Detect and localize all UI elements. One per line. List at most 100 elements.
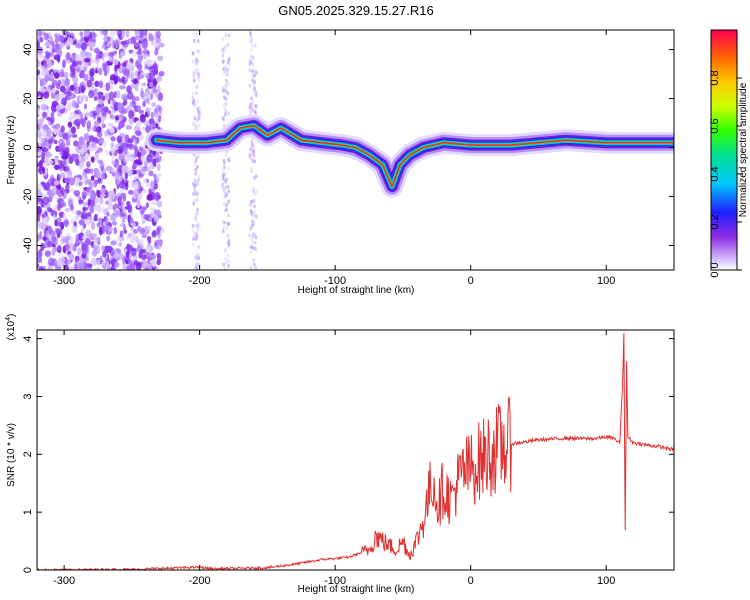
bottom-y-axis-title: SNR (10 * v/v) (6, 423, 17, 487)
noise-speckle (89, 168, 94, 174)
noise-speckle (249, 226, 253, 231)
noise-speckle (134, 96, 140, 102)
noise-speckle (151, 230, 157, 238)
noise-speckle (57, 79, 62, 87)
noise-speckle (192, 229, 195, 234)
noise-speckle (83, 94, 88, 103)
noise-speckle (149, 81, 154, 88)
noise-speckle (251, 234, 255, 239)
noise-speckle (64, 96, 72, 101)
noise-speckle (51, 234, 57, 244)
noise-speckle (56, 54, 61, 63)
noise-speckle (123, 146, 129, 153)
noise-speckle (248, 233, 252, 238)
noise-speckle (45, 151, 52, 158)
noise-speckle (151, 254, 156, 260)
noise-speckle (194, 218, 198, 223)
noise-speckle (135, 83, 139, 92)
noise-speckle (125, 124, 132, 130)
noise-speckle (251, 231, 255, 236)
noise-speckle (141, 259, 147, 269)
noise-speckle (254, 43, 257, 48)
noise-speckle (122, 204, 127, 213)
noise-speckle (42, 129, 48, 138)
noise-speckle (157, 55, 164, 61)
noise-speckle (253, 214, 257, 219)
noise-speckle (120, 192, 127, 199)
noise-speckle (147, 78, 152, 83)
noise-speckle (224, 185, 228, 190)
noise-speckle (145, 244, 151, 253)
noise-speckle (45, 229, 49, 239)
noise-speckle (102, 85, 107, 91)
noise-speckle (142, 30, 148, 36)
noise-speckle (130, 222, 136, 227)
noise-speckle (94, 237, 100, 243)
noise-speckle (253, 80, 257, 85)
noise-speckle (53, 180, 60, 186)
noise-speckle (79, 31, 84, 37)
noise-speckle (97, 159, 104, 164)
noise-speckle (68, 177, 75, 186)
noise-speckle (117, 30, 123, 38)
noise-speckle (153, 176, 160, 185)
noise-speckle (71, 54, 77, 61)
noise-speckle (74, 259, 78, 268)
noise-speckle (154, 48, 159, 56)
noise-speckle (40, 93, 44, 99)
noise-speckle (62, 238, 66, 244)
noise-speckle (104, 70, 108, 77)
noise-speckle (38, 266, 45, 270)
noise-speckle (250, 96, 253, 101)
noise-speckle (102, 250, 107, 258)
top-y-tick-label: 40 (22, 43, 34, 55)
noise-speckle (194, 167, 198, 172)
noise-speckle (92, 110, 97, 117)
noise-speckle (100, 164, 104, 172)
noise-speckle (250, 157, 254, 162)
noise-speckle (125, 265, 132, 270)
colorbar-tick-label: 0.0 (709, 262, 721, 277)
noise-speckle (192, 242, 195, 247)
noise-speckle (59, 151, 65, 156)
noise-speckle (131, 49, 137, 57)
noise-speckle (57, 190, 65, 198)
noise-speckle (37, 200, 41, 205)
noise-speckle (100, 193, 106, 198)
noise-speckle (253, 159, 257, 164)
noise-speckle (251, 63, 255, 68)
noise-speckle (129, 101, 134, 107)
noise-speckle (155, 123, 159, 128)
noise-speckle (125, 30, 130, 38)
noise-speckle (61, 60, 66, 69)
noise-speckle (51, 124, 58, 129)
noise-speckle (155, 156, 160, 163)
noise-speckle (223, 45, 227, 50)
noise-speckle (224, 179, 228, 184)
noise-speckle (148, 213, 152, 222)
bottom-x-tick-label: 0 (468, 575, 474, 587)
noise-speckle (222, 262, 226, 267)
noise-speckle (127, 257, 132, 265)
noise-speckle (224, 33, 228, 38)
noise-speckle (111, 168, 117, 173)
noise-speckle (147, 107, 154, 112)
noise-speckle (113, 91, 117, 99)
noise-speckle (195, 84, 199, 89)
noise-speckle (148, 32, 153, 40)
noise-speckle (124, 172, 129, 180)
noise-speckle (79, 148, 86, 156)
noise-speckle (58, 34, 64, 43)
noise-speckle (137, 151, 142, 158)
noise-speckle (223, 267, 227, 270)
noise-speckle (118, 153, 125, 162)
noise-speckle (106, 235, 111, 242)
noise-speckle (65, 236, 69, 246)
noise-speckle (195, 197, 199, 202)
noise-speckle (226, 68, 230, 73)
noise-speckle (84, 57, 91, 63)
noise-speckle (99, 255, 104, 261)
noise-speckle (226, 91, 230, 96)
noise-speckle (152, 157, 157, 167)
noise-speckle (70, 218, 74, 224)
